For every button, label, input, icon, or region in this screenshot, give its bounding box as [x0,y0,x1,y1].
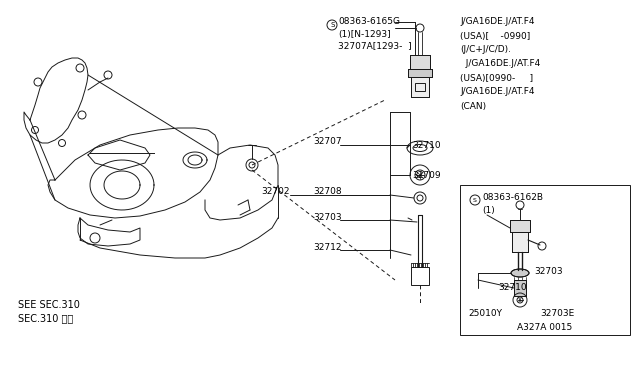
Text: 32712: 32712 [314,244,342,253]
Bar [411,267,429,285]
Text: 08363-6162B: 08363-6162B [482,192,543,202]
Text: A327A 0015: A327A 0015 [517,323,573,331]
Text: (USA)[0990-     ]: (USA)[0990- ] [460,74,533,83]
Text: 32702: 32702 [262,187,290,196]
Bar [408,69,432,77]
Text: 32710: 32710 [498,283,527,292]
Text: 32709: 32709 [412,170,440,180]
Text: J/GA16DE.J/AT.F4: J/GA16DE.J/AT.F4 [460,60,540,68]
Bar [510,220,530,232]
Text: J/GA16DE.J/AT.F4: J/GA16DE.J/AT.F4 [460,17,534,26]
Text: S: S [331,22,335,28]
Text: 32703: 32703 [314,214,342,222]
Bar [514,280,526,296]
Bar [512,232,528,252]
Bar [408,69,432,77]
Bar [411,77,429,97]
Text: SEC.310 参照: SEC.310 参照 [18,313,73,323]
Text: 25010Y: 25010Y [468,308,502,317]
Text: (1): (1) [482,205,495,215]
Text: 32708: 32708 [314,187,342,196]
Text: 32707A[1293-  ]: 32707A[1293- ] [338,42,412,51]
Bar [411,77,429,97]
Text: (CAN): (CAN) [460,102,486,110]
Bar [512,232,528,252]
Text: S: S [473,198,477,202]
Text: (1)[N-1293]: (1)[N-1293] [338,29,390,38]
Text: 32710: 32710 [412,141,440,150]
Text: SEE SEC.310: SEE SEC.310 [18,300,80,310]
Text: 08363-6165G: 08363-6165G [338,17,400,26]
Text: 32703E: 32703E [540,308,574,317]
Bar [514,280,526,296]
Bar [460,185,630,335]
Text: J/GA16DE.J/AT.F4: J/GA16DE.J/AT.F4 [460,87,534,96]
Text: (J/C+J/C/D).: (J/C+J/C/D). [460,45,511,55]
Text: 32707: 32707 [314,138,342,147]
Bar [415,83,425,91]
Text: 32703: 32703 [534,266,563,276]
Ellipse shape [511,269,529,277]
Bar [410,55,430,69]
Bar [510,220,530,232]
Text: (USA)[    -0990]: (USA)[ -0990] [460,32,531,41]
Bar [410,55,430,69]
